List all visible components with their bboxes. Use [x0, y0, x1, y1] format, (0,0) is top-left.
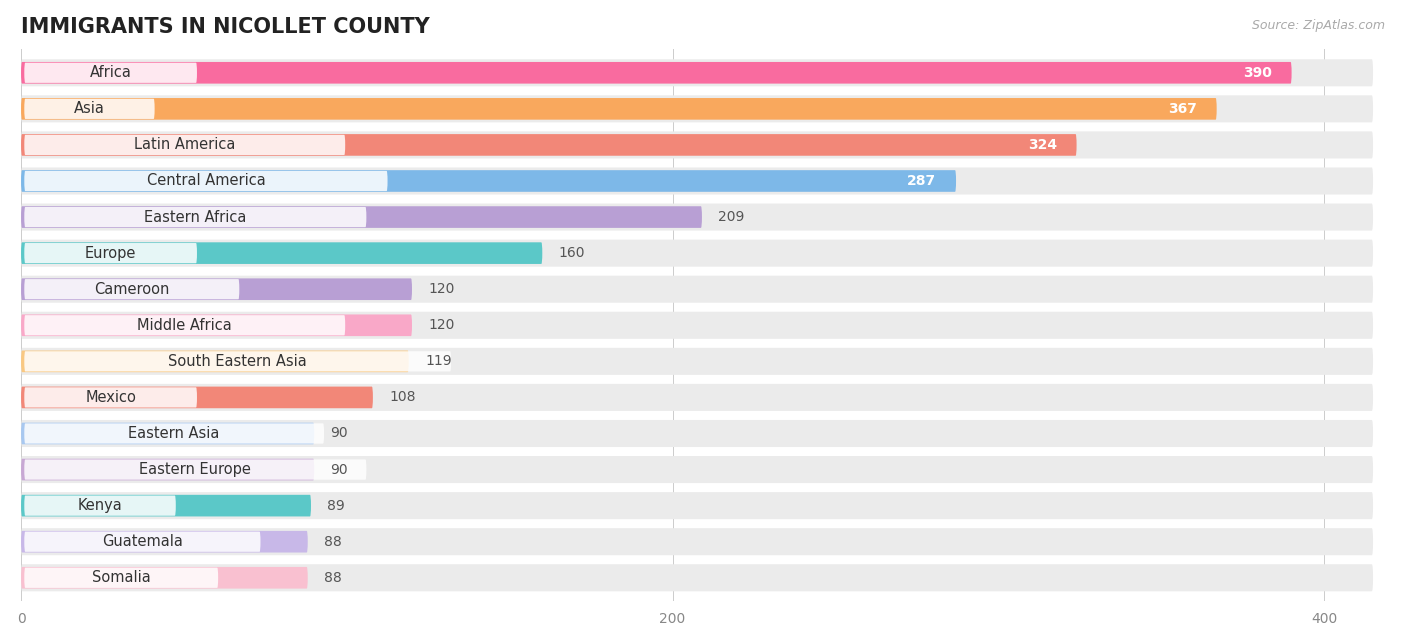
FancyBboxPatch shape: [24, 135, 346, 155]
FancyBboxPatch shape: [24, 351, 451, 372]
FancyBboxPatch shape: [21, 62, 1292, 84]
FancyBboxPatch shape: [21, 528, 1374, 556]
Text: Asia: Asia: [75, 102, 105, 116]
FancyBboxPatch shape: [21, 98, 1216, 120]
FancyBboxPatch shape: [21, 95, 1374, 122]
FancyBboxPatch shape: [24, 315, 346, 336]
FancyBboxPatch shape: [24, 568, 218, 588]
FancyBboxPatch shape: [21, 278, 412, 300]
Text: 119: 119: [425, 354, 451, 368]
FancyBboxPatch shape: [24, 532, 260, 552]
Text: Eastern Europe: Eastern Europe: [139, 462, 252, 477]
FancyBboxPatch shape: [21, 422, 315, 444]
Text: Africa: Africa: [90, 66, 132, 80]
Text: Central America: Central America: [146, 174, 266, 188]
FancyBboxPatch shape: [21, 204, 1374, 231]
FancyBboxPatch shape: [24, 207, 367, 227]
FancyBboxPatch shape: [21, 565, 1374, 592]
Text: Middle Africa: Middle Africa: [138, 318, 232, 333]
Text: Kenya: Kenya: [77, 498, 122, 513]
FancyBboxPatch shape: [24, 279, 239, 299]
Text: Guatemala: Guatemala: [103, 534, 183, 549]
FancyBboxPatch shape: [21, 386, 373, 408]
FancyBboxPatch shape: [21, 240, 1374, 267]
Text: 324: 324: [1028, 138, 1057, 152]
Text: 367: 367: [1168, 102, 1197, 116]
Text: 287: 287: [907, 174, 936, 188]
FancyBboxPatch shape: [24, 460, 367, 480]
FancyBboxPatch shape: [24, 171, 388, 191]
Text: 90: 90: [330, 426, 349, 440]
FancyBboxPatch shape: [21, 492, 1374, 519]
Text: Latin America: Latin America: [134, 138, 235, 152]
FancyBboxPatch shape: [21, 531, 308, 552]
FancyBboxPatch shape: [24, 99, 155, 119]
Text: 108: 108: [389, 390, 416, 404]
Text: 120: 120: [429, 318, 454, 332]
FancyBboxPatch shape: [21, 567, 308, 588]
FancyBboxPatch shape: [24, 62, 197, 83]
FancyBboxPatch shape: [21, 167, 1374, 195]
Text: Eastern Africa: Eastern Africa: [145, 210, 246, 224]
FancyBboxPatch shape: [21, 206, 702, 228]
FancyBboxPatch shape: [24, 387, 197, 408]
FancyBboxPatch shape: [21, 314, 412, 336]
FancyBboxPatch shape: [24, 496, 176, 516]
FancyBboxPatch shape: [21, 170, 956, 192]
Text: 209: 209: [718, 210, 745, 224]
FancyBboxPatch shape: [24, 423, 323, 444]
FancyBboxPatch shape: [21, 420, 1374, 447]
FancyBboxPatch shape: [21, 59, 1374, 86]
FancyBboxPatch shape: [21, 495, 311, 516]
Text: 390: 390: [1243, 66, 1272, 80]
FancyBboxPatch shape: [21, 348, 1374, 375]
Text: 88: 88: [323, 571, 342, 584]
Text: Somalia: Somalia: [91, 570, 150, 585]
FancyBboxPatch shape: [21, 456, 1374, 483]
FancyBboxPatch shape: [21, 131, 1374, 158]
FancyBboxPatch shape: [21, 384, 1374, 411]
Text: Europe: Europe: [84, 246, 136, 260]
FancyBboxPatch shape: [21, 134, 1077, 156]
Text: Source: ZipAtlas.com: Source: ZipAtlas.com: [1251, 19, 1385, 32]
Text: 88: 88: [323, 535, 342, 548]
Text: 89: 89: [328, 498, 344, 512]
Text: Mexico: Mexico: [86, 390, 136, 405]
Text: 160: 160: [558, 246, 585, 260]
Text: Cameroon: Cameroon: [94, 282, 170, 296]
Text: Eastern Asia: Eastern Asia: [128, 426, 219, 441]
Text: 120: 120: [429, 282, 454, 296]
Text: South Eastern Asia: South Eastern Asia: [169, 354, 307, 369]
FancyBboxPatch shape: [24, 243, 197, 263]
FancyBboxPatch shape: [21, 312, 1374, 339]
FancyBboxPatch shape: [21, 242, 543, 264]
FancyBboxPatch shape: [21, 276, 1374, 303]
Text: IMMIGRANTS IN NICOLLET COUNTY: IMMIGRANTS IN NICOLLET COUNTY: [21, 17, 430, 37]
FancyBboxPatch shape: [21, 350, 409, 372]
FancyBboxPatch shape: [21, 458, 315, 480]
Text: 90: 90: [330, 462, 349, 476]
